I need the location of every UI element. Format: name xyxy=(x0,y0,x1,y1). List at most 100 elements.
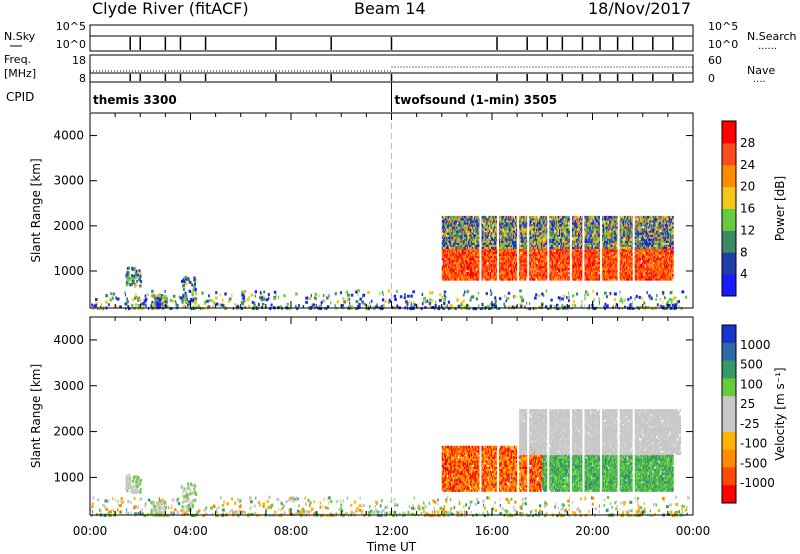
range-cell xyxy=(489,277,492,281)
range-cell xyxy=(134,284,137,288)
range-cell xyxy=(659,297,662,301)
range-cell xyxy=(646,267,649,271)
range-cell xyxy=(229,297,232,301)
range-cell xyxy=(609,265,611,269)
range-cell xyxy=(627,297,630,301)
range-cell xyxy=(550,265,553,269)
range-cell xyxy=(622,277,625,281)
range-cell xyxy=(454,253,456,257)
range-cell xyxy=(515,261,517,265)
range-cell xyxy=(653,257,655,261)
range-cell xyxy=(544,263,546,267)
range-cell xyxy=(649,261,651,265)
range-cell xyxy=(586,293,590,297)
range-cell xyxy=(470,273,472,277)
range-cell xyxy=(596,253,599,257)
range-cell xyxy=(634,253,637,257)
range-cell xyxy=(532,263,535,267)
range-cell xyxy=(501,275,504,279)
range-cell xyxy=(477,291,480,295)
range-cell xyxy=(495,259,497,263)
range-cell xyxy=(563,259,565,263)
range-cell xyxy=(651,269,653,273)
range-cell xyxy=(561,277,563,281)
range-cell xyxy=(489,257,492,261)
range-cell xyxy=(649,259,651,263)
range-cell xyxy=(549,304,553,308)
range-cell xyxy=(629,255,631,259)
range-cell xyxy=(579,277,582,281)
range-cell xyxy=(466,273,469,277)
range-cell xyxy=(412,290,416,294)
range-cell xyxy=(510,267,513,271)
range-cell xyxy=(470,251,472,255)
range-cell xyxy=(197,304,200,308)
range-cell xyxy=(534,261,537,265)
range-cell xyxy=(624,305,626,309)
range-cell xyxy=(494,251,496,255)
range-cell xyxy=(490,265,493,269)
range-cell xyxy=(444,261,447,265)
range-cell xyxy=(523,265,526,269)
range-cell xyxy=(130,276,133,280)
range-cell xyxy=(644,271,647,275)
range-cell xyxy=(516,273,518,277)
range-cell xyxy=(126,300,129,304)
range-cell xyxy=(232,307,235,311)
range-cell xyxy=(621,249,624,253)
range-cell xyxy=(124,291,126,295)
range-cell xyxy=(442,269,445,273)
range-cell xyxy=(649,273,651,277)
range-cell xyxy=(564,249,566,253)
range-cell xyxy=(608,255,610,259)
range-cell xyxy=(452,273,454,277)
range-cell xyxy=(486,269,489,273)
range-cell xyxy=(645,257,648,261)
range-cell xyxy=(607,253,609,257)
range-cell xyxy=(520,275,522,279)
range-cell xyxy=(616,273,619,277)
range-cell xyxy=(490,263,493,267)
range-cell xyxy=(592,289,594,293)
range-cell xyxy=(349,301,351,305)
range-cell xyxy=(488,257,491,261)
range-cell xyxy=(460,265,463,269)
range-cell xyxy=(612,275,615,279)
range-cell xyxy=(318,304,321,308)
range-cell xyxy=(145,304,147,308)
range-cell xyxy=(622,259,625,263)
range-cell xyxy=(645,261,648,265)
range-cell xyxy=(592,259,595,263)
range-cell xyxy=(548,257,551,261)
range-cell xyxy=(593,273,596,277)
range-cell xyxy=(449,259,451,263)
range-cell xyxy=(446,251,449,255)
range-cell xyxy=(587,277,589,281)
range-cell xyxy=(568,259,571,263)
range-cell xyxy=(596,273,599,277)
range-cell xyxy=(609,249,611,253)
range-cell xyxy=(580,275,583,279)
range-cell xyxy=(646,277,649,281)
range-cell xyxy=(464,267,467,271)
range-cell xyxy=(533,249,536,253)
range-cell xyxy=(609,277,611,281)
range-cell xyxy=(597,261,600,265)
range-cell xyxy=(559,298,561,302)
range-cell xyxy=(468,253,471,257)
range-cell xyxy=(482,259,485,263)
range-cell xyxy=(559,277,561,281)
range-cell xyxy=(376,303,378,307)
range-cell xyxy=(166,300,168,304)
range-cell xyxy=(593,259,596,263)
range-cell xyxy=(502,267,505,271)
range-cell xyxy=(452,249,454,253)
range-cell xyxy=(140,280,143,284)
range-cell xyxy=(574,271,577,275)
range-cell xyxy=(486,275,489,279)
range-cell xyxy=(499,261,501,265)
range-cell xyxy=(565,273,567,277)
range-cell xyxy=(349,305,351,309)
range-cell xyxy=(132,268,135,272)
range-cell xyxy=(593,275,596,279)
